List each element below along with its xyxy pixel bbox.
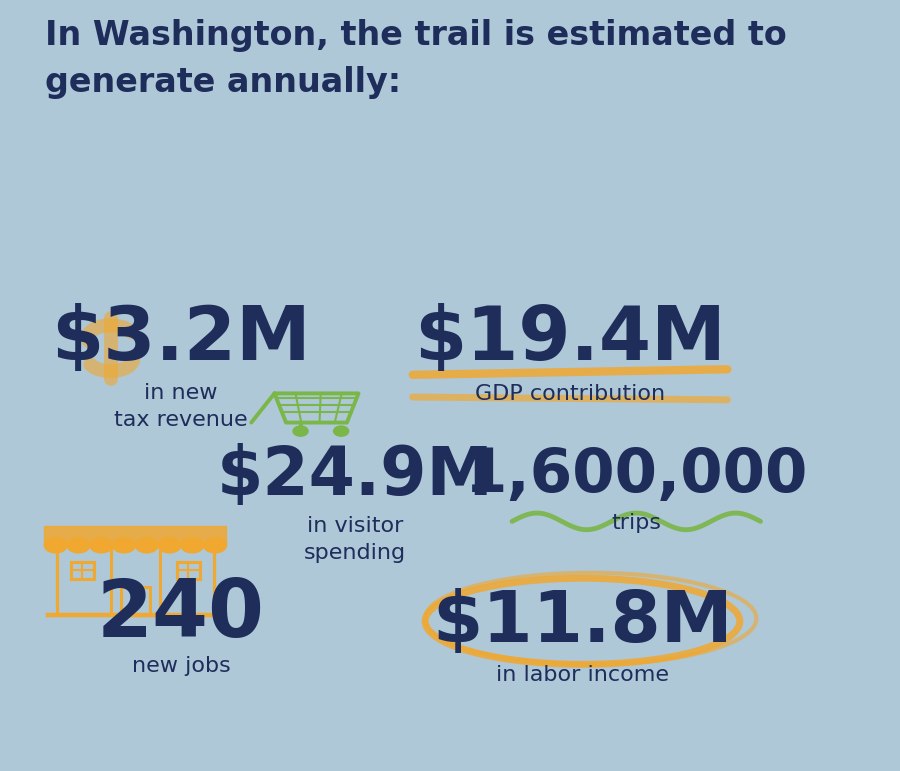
Text: $24.9M: $24.9M xyxy=(216,443,493,509)
Text: GDP contribution: GDP contribution xyxy=(475,384,665,404)
Bar xyxy=(121,587,149,614)
Circle shape xyxy=(67,537,90,553)
Text: trips: trips xyxy=(611,513,662,533)
Polygon shape xyxy=(44,526,227,545)
Text: generate annually:: generate annually: xyxy=(45,66,401,99)
Circle shape xyxy=(181,537,203,553)
Circle shape xyxy=(293,426,308,436)
Text: in new
tax revenue: in new tax revenue xyxy=(114,383,248,429)
Text: In Washington, the trail is estimated to: In Washington, the trail is estimated to xyxy=(45,19,787,52)
Circle shape xyxy=(203,537,227,553)
Text: $3.2M: $3.2M xyxy=(51,303,310,376)
Text: 240: 240 xyxy=(97,576,265,654)
Text: new jobs: new jobs xyxy=(131,655,230,675)
Bar xyxy=(176,562,200,578)
Text: 1,600,000: 1,600,000 xyxy=(464,446,808,505)
Circle shape xyxy=(44,537,67,553)
Bar xyxy=(71,562,94,578)
Text: in visitor
spending: in visitor spending xyxy=(303,517,406,563)
Circle shape xyxy=(135,537,158,553)
Text: $11.8M: $11.8M xyxy=(432,588,733,658)
Circle shape xyxy=(90,537,112,553)
Circle shape xyxy=(112,537,135,553)
Text: in labor income: in labor income xyxy=(496,665,669,685)
Circle shape xyxy=(334,426,348,436)
Circle shape xyxy=(158,537,181,553)
Text: $19.4M: $19.4M xyxy=(414,303,726,376)
